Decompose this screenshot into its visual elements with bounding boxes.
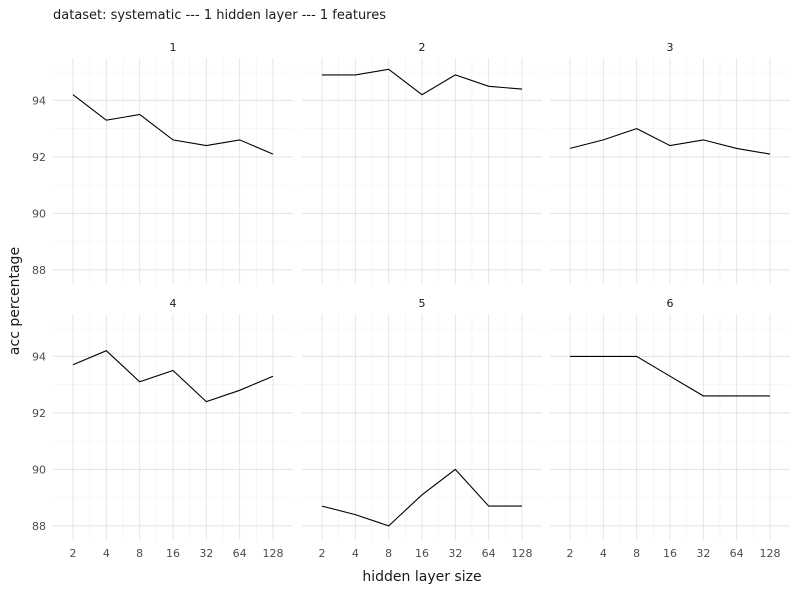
y-tick-label: 94 — [32, 94, 46, 107]
facet-label: 2 — [419, 41, 426, 54]
facet-label: 6 — [667, 297, 674, 310]
y-tick-label: 88 — [32, 264, 46, 277]
series-line-4 — [72, 350, 274, 403]
chart-title: dataset: systematic --- 1 hidden layer -… — [53, 8, 386, 23]
x-tick-label: 2 — [70, 547, 77, 560]
series-line-1 — [72, 94, 274, 155]
y-tick-label: 92 — [32, 407, 46, 420]
x-tick-label: 2 — [567, 547, 574, 560]
series-line-3 — [569, 128, 771, 155]
facet-label: 4 — [170, 297, 177, 310]
y-axis-title: acc percentage — [7, 247, 23, 355]
x-tick-label: 128 — [760, 547, 781, 560]
y-tick-label: 94 — [32, 350, 46, 363]
facet-label: 3 — [667, 41, 674, 54]
x-tick-label: 4 — [103, 547, 110, 560]
x-tick-label: 32 — [448, 547, 462, 560]
x-tick-label: 2 — [319, 547, 326, 560]
x-tick-label: 64 — [482, 547, 496, 560]
x-tick-label: 4 — [600, 547, 607, 560]
facet-label: 1 — [170, 41, 177, 54]
series-line-5 — [321, 468, 522, 527]
x-tick-label: 16 — [415, 547, 429, 560]
y-tick-label: 88 — [32, 520, 46, 533]
x-tick-label: 32 — [199, 547, 213, 560]
facet-panel-5: 5 2 4 8 16 32 64 128 — [302, 297, 542, 560]
y-tick-label: 90 — [32, 207, 46, 220]
x-tick-label: 64 — [730, 547, 744, 560]
x-axis-title: hidden layer size — [362, 569, 481, 585]
series-line-2 — [322, 68, 523, 96]
x-tick-label: 4 — [352, 547, 359, 560]
y-tick-label: 92 — [32, 151, 46, 164]
facet-panel-3: 3 — [550, 41, 790, 284]
x-tick-label: 64 — [233, 547, 247, 560]
x-tick-label: 32 — [696, 547, 710, 560]
x-tick-label: 8 — [385, 547, 392, 560]
facet-panel-1: 1 88 90 92 94 — [32, 41, 293, 284]
series-line-6 — [570, 355, 770, 397]
x-tick-label: 8 — [136, 547, 143, 560]
facet-panel-6: 6 2 4 8 16 32 64 128 — [550, 297, 790, 560]
x-tick-label: 128 — [512, 547, 533, 560]
y-tick-label: 90 — [32, 463, 46, 476]
x-tick-label: 16 — [166, 547, 180, 560]
facet-panel-2: 2 — [302, 41, 542, 284]
x-tick-label: 16 — [663, 547, 677, 560]
facet-label: 5 — [419, 297, 426, 310]
facet-panel-4: 4 88 90 92 94 2 4 8 16 32 64 128 — [32, 297, 293, 560]
x-tick-label: 128 — [263, 547, 284, 560]
x-tick-label: 8 — [633, 547, 640, 560]
